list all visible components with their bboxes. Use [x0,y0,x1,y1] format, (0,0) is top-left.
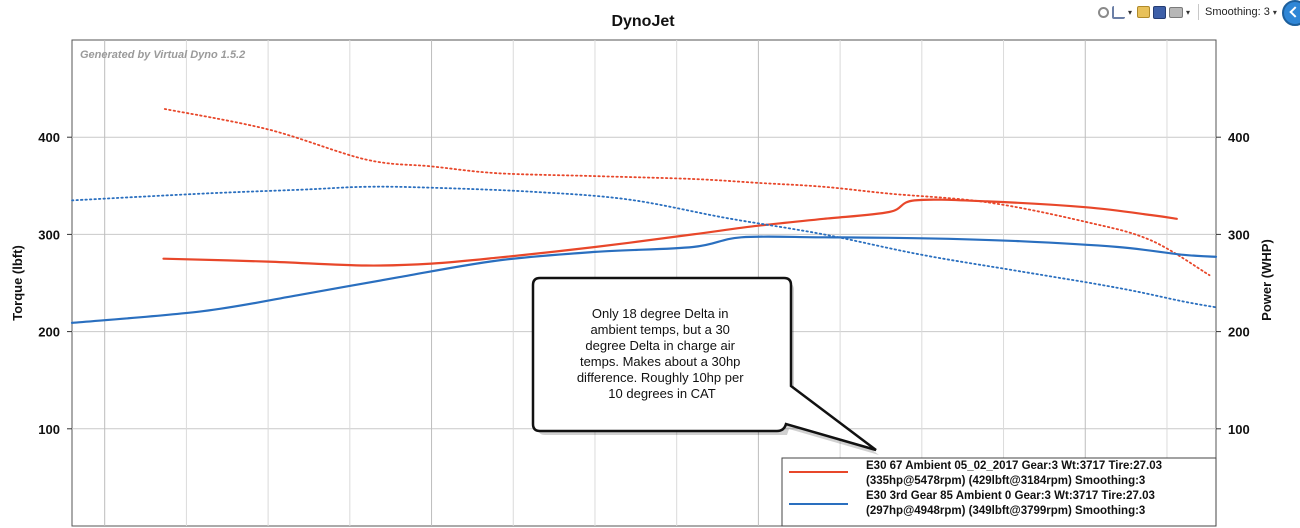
annotation-line: 10 degrees in CAT [608,386,715,401]
legend-entry-run1-line1: E30 67 Ambient 05_02_2017 Gear:3 Wt:3717… [866,460,1162,472]
watermark-text: Generated by Virtual Dyno 1.5.2 [80,49,245,61]
collapse-panel-icon[interactable] [1282,0,1300,26]
open-icon[interactable] [1137,6,1151,18]
annotation-text: Only 18 degree Delta in ambient temps, b… [577,306,747,401]
annotation-line: ambient temps, but a 30 [590,322,729,337]
series-line-run2-power [70,235,1218,324]
series-line-run2-torque [71,185,1217,309]
chevron-down-icon[interactable]: ▾ [1186,7,1191,17]
y2-tick-label: 300 [1228,227,1250,242]
y-tick-label: 300 [38,227,60,242]
y-axis-label: Torque (lbft) [10,245,25,321]
legend-entry-run2-line1: E30 3rd Gear 85 Ambient 0 Gear:3 Wt:3717… [866,490,1155,502]
right-axis-ticks: 100 200 300 400 [1216,130,1250,437]
left-axis-ticks: 100 200 300 400 [38,130,72,437]
annotation-line: temps. Makes about a 30hp [580,354,740,369]
y-tick-label: 400 [38,130,60,145]
series-layer [70,108,1218,324]
toolbar-divider [1198,4,1200,20]
axes-icon[interactable] [1112,5,1125,19]
smoothing-dropdown[interactable]: Smoothing: 3 [1205,6,1270,18]
annotation-line: Only 18 degree Delta in [592,306,729,321]
grid-lines [72,40,1216,526]
chart-toolbar: ▾ ▾ Smoothing: 3 ▾ [1098,0,1300,26]
zoom-icon[interactable] [1098,6,1109,18]
annotation-line: degree Delta in charge air [585,338,735,353]
chevron-down-icon[interactable]: ▾ [1272,7,1277,17]
y2-tick-label: 400 [1228,130,1250,145]
annotation-line: difference. Roughly 10hp per [577,370,744,385]
y-tick-label: 100 [38,422,60,437]
y2-tick-label: 100 [1228,422,1250,437]
save-icon[interactable] [1153,5,1167,19]
chevron-down-icon[interactable]: ▾ [1128,7,1133,17]
legend: E30 67 Ambient 05_02_2017 Gear:3 Wt:3717… [781,457,1217,527]
chart-title: DynoJet [611,13,675,30]
y2-axis-label: Power (WHP) [1259,239,1274,321]
legend-entry-run1-line2: (335hp@5478rpm) (429lbft@3184rpm) Smooth… [866,475,1145,487]
series-line-run1-power [162,198,1178,267]
y-tick-label: 200 [38,325,60,340]
legend-box [781,457,1217,527]
annotation-box [531,276,877,452]
y2-tick-label: 200 [1228,325,1250,340]
print-icon[interactable] [1169,6,1184,18]
legend-entry-run2-line2: (297hp@4948rpm) (349lbft@3799rpm) Smooth… [866,505,1145,517]
annotation-callout: Only 18 degree Delta in ambient temps, b… [531,276,879,455]
series-line-run1-torque [163,108,1211,277]
